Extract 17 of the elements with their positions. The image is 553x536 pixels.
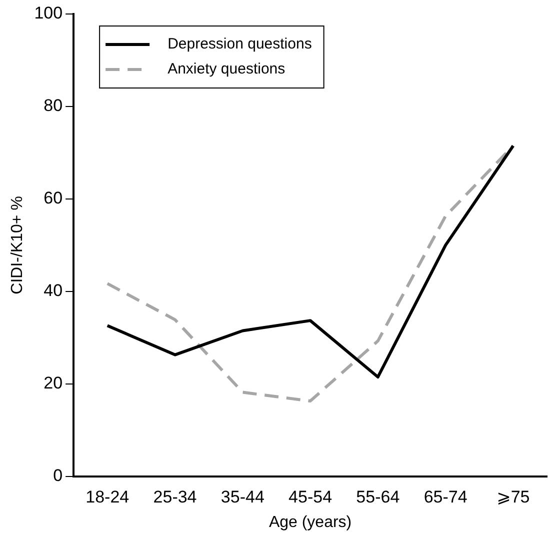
x-tick-label: 35-44	[220, 487, 264, 506]
legend-label: Depression questions	[168, 36, 312, 53]
y-tick-label: 20	[44, 374, 63, 393]
y-tick-label: 80	[44, 96, 63, 116]
x-tick-label: 55-64	[356, 487, 400, 506]
x-tick-label: 45-54	[288, 487, 332, 506]
x-tick-label: 25-34	[153, 487, 197, 506]
x-axis-title: Age (years)	[268, 514, 352, 531]
x-tick-label: 65-74	[424, 487, 468, 506]
y-tick-label: 100	[34, 4, 63, 23]
x-tick-label: 18-24	[86, 487, 130, 506]
y-tick-label: 60	[44, 188, 63, 208]
legend-label: Anxiety questions	[168, 60, 286, 78]
y-axis-title: CIDI-/K10+ %	[9, 196, 26, 294]
y-tick-label: 40	[44, 281, 63, 300]
y-tick-label: 0	[53, 466, 63, 486]
x-tick-label: ⩾75	[496, 487, 530, 506]
